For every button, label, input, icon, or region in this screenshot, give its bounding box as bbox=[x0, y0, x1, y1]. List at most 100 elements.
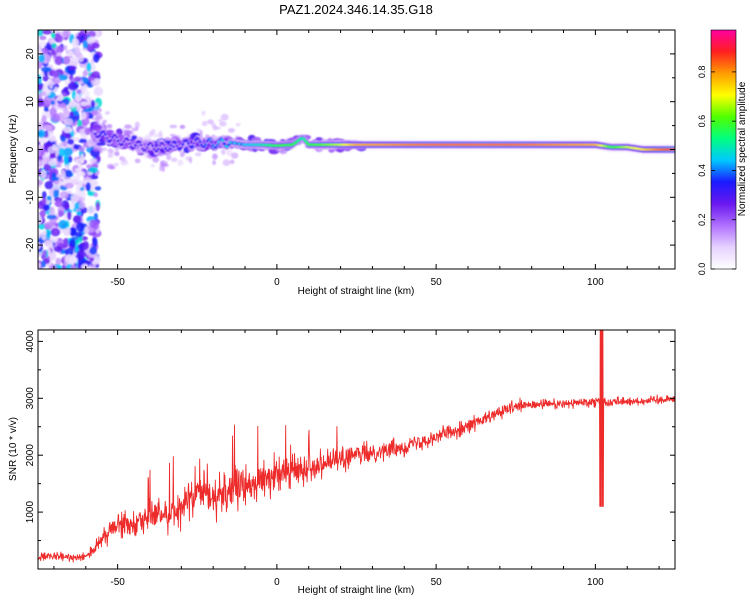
snr-y-tick-label: 3000 bbox=[25, 387, 36, 410]
spectrogram-ridge-segment bbox=[145, 146, 149, 149]
spectrogram-noise-blob bbox=[108, 166, 116, 170]
spectrogram-noise-blob bbox=[92, 237, 98, 248]
spectrogram-noise-blob bbox=[212, 153, 218, 160]
spectrogram-noise-blob bbox=[74, 93, 83, 102]
spectrogram-noise-blob bbox=[49, 107, 57, 116]
spectrogram-ridge-segment bbox=[116, 139, 120, 143]
snr-series bbox=[38, 330, 675, 563]
spectrogram-noise-blob bbox=[41, 114, 47, 123]
spectrogram-noise-blob bbox=[86, 62, 92, 72]
spectrogram-noise-blob bbox=[83, 90, 90, 98]
snr-line bbox=[38, 330, 675, 563]
spectrogram-noise-blob bbox=[42, 191, 47, 199]
spectrogram-noise-blob bbox=[235, 122, 241, 127]
spectrogram-noise-blob bbox=[65, 133, 72, 139]
spectrogram-ridge-segment bbox=[205, 140, 209, 143]
snr-y-tick-label: 1000 bbox=[25, 501, 36, 524]
spectrogram-noise-blob bbox=[201, 121, 208, 127]
spectrogram-ridge-segment bbox=[186, 142, 191, 145]
spectrogram-noise-blob bbox=[66, 50, 74, 57]
spectrogram-noise-blob bbox=[38, 129, 46, 138]
spectrogram-noise-blob bbox=[72, 215, 82, 224]
spectrogram-noise-blob bbox=[39, 35, 47, 41]
spectrogram-noise-blob bbox=[101, 147, 108, 152]
spectrogram-noise-blob bbox=[50, 49, 56, 56]
spectrogram-noise-blob bbox=[70, 199, 75, 210]
spectrogram-noise-blob bbox=[70, 59, 78, 68]
spectrogram-halo-blob bbox=[123, 130, 133, 135]
spectrogram-noise-blob bbox=[80, 111, 87, 120]
spectrogram-ridge-segment bbox=[115, 136, 119, 139]
spectrogram-ridge-segment bbox=[120, 142, 125, 146]
snr-x-ticks: -50 0 50 100 bbox=[53, 330, 660, 588]
spectrogram-noise-blob bbox=[218, 119, 223, 123]
spectrogram-noise-blob bbox=[81, 117, 90, 126]
spectrogram-noise-blob bbox=[53, 179, 60, 185]
spectrogram-noise-blob bbox=[77, 119, 83, 128]
spectrogram-ridge-segment bbox=[152, 147, 156, 151]
spectrogram-ridge-segment bbox=[222, 142, 226, 145]
spectrogram-ridge-segment bbox=[211, 144, 215, 147]
spectrogram-noise-blob bbox=[212, 124, 218, 131]
spectrogram-ridge-segment bbox=[129, 145, 133, 149]
spectrogram-y-ticks: -20 -10 0 10 20 bbox=[25, 29, 675, 270]
spectrogram-noise-blob bbox=[39, 91, 47, 97]
spectrogram-y-tick-label: -10 bbox=[25, 190, 36, 205]
spectrogram-halo-blob bbox=[131, 135, 138, 140]
spectrogram-noise-blob bbox=[158, 133, 164, 140]
spectrogram-noise-blob bbox=[230, 159, 235, 165]
spectrogram-noise-blob bbox=[82, 70, 88, 78]
spectrogram-noise-blob bbox=[82, 241, 90, 251]
spectrogram-ridge-segment bbox=[102, 130, 106, 134]
spectrogram-ridge-segment bbox=[215, 144, 219, 147]
spectrogram-ridge-segment bbox=[156, 147, 160, 151]
spectrogram-noise-blob bbox=[87, 36, 97, 43]
spectrogram-noise-blob bbox=[38, 121, 44, 132]
spectrogram-ridge-segment bbox=[126, 138, 130, 142]
spectrogram-noise-blob bbox=[69, 238, 76, 248]
spectrogram-noise-blob bbox=[87, 138, 94, 147]
spectrogram-x-tick-label: 0 bbox=[274, 277, 280, 288]
spectrogram-noise-blob bbox=[48, 80, 54, 90]
spectrogram-noise-blob bbox=[39, 210, 46, 218]
spectrogram-noise-blob bbox=[64, 182, 74, 189]
colorbar-ticks: 0.0 0.2 0.4 0.6 0.8 bbox=[697, 66, 736, 275]
spectrogram-x-tick-label: 100 bbox=[587, 277, 604, 288]
spectrogram-noise-blob bbox=[170, 157, 178, 163]
spectrogram-x-axis-label: Height of straight line (km) bbox=[298, 286, 415, 297]
spectrogram-noise-blob bbox=[38, 179, 44, 186]
spectrogram-ridge-segment bbox=[132, 146, 136, 150]
spectrogram-noise-blob bbox=[107, 148, 114, 154]
spectrogram-noise-blob bbox=[56, 199, 61, 207]
spectrogram-ridge-segment bbox=[149, 142, 153, 145]
spectrogram-noise-blob bbox=[64, 202, 70, 211]
spectrogram-ridge-segment bbox=[199, 143, 203, 147]
spectrogram-noise-blob bbox=[177, 159, 184, 167]
spectrogram-noise-blob bbox=[53, 189, 59, 200]
spectrogram-noise-blob bbox=[179, 151, 185, 158]
spectrogram-ridge-segment bbox=[225, 145, 229, 148]
spectrogram-noise-blob bbox=[52, 144, 57, 151]
spectrogram-noise-blob bbox=[64, 247, 74, 257]
spectrogram-noise-blob bbox=[60, 169, 66, 179]
spectrogram-x-tick-label: -50 bbox=[110, 277, 125, 288]
spectrogram-noise-blob bbox=[48, 217, 57, 226]
spectrogram-ridge bbox=[93, 128, 675, 155]
spectrogram-noise-blob bbox=[51, 176, 60, 182]
spectrogram-noise-blob bbox=[63, 154, 69, 165]
spectrogram-noise-blob bbox=[58, 147, 66, 157]
spectrogram-noise-blob bbox=[94, 112, 102, 118]
snr-x-axis-label: Height of straight line (km) bbox=[298, 585, 415, 596]
spectrogram-noise-blob bbox=[74, 158, 85, 165]
spectrogram-noise-blob bbox=[92, 53, 100, 63]
spectrogram-noise-blob bbox=[80, 101, 88, 107]
spectrogram-noise-blob bbox=[53, 246, 63, 253]
spectrogram-noise-blob bbox=[169, 124, 178, 129]
spectrogram-noise-blob bbox=[93, 192, 99, 198]
spectrogram-noise-blob bbox=[89, 158, 97, 163]
spectrogram-ridge-segment bbox=[113, 133, 117, 137]
spectrogram-noise-blob bbox=[58, 74, 68, 81]
spectrogram-y-tick-label: 0 bbox=[25, 146, 36, 152]
spectrogram-y-tick-label: 10 bbox=[25, 96, 36, 108]
